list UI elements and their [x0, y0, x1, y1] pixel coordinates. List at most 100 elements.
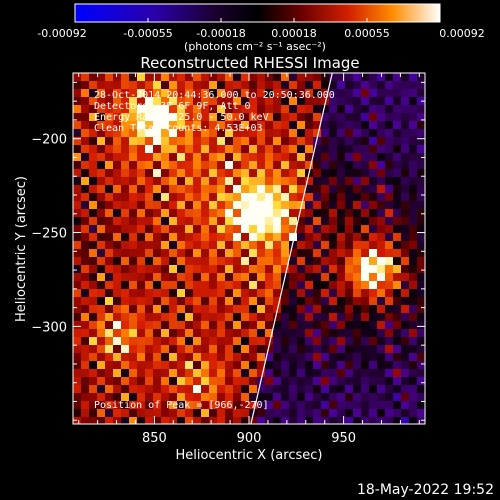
heatmap-cell — [81, 257, 90, 266]
heatmap-cell — [361, 97, 370, 106]
heatmap-cell — [193, 337, 202, 346]
heatmap-cell — [121, 401, 130, 410]
heatmap-cell — [393, 73, 402, 82]
heatmap-cell — [137, 321, 146, 330]
heatmap-cell — [273, 169, 282, 178]
heatmap-cell — [289, 145, 298, 154]
heatmap-cell — [73, 185, 82, 194]
heatmap-cell — [249, 257, 258, 266]
heatmap-cell — [241, 129, 250, 138]
heatmap-cell — [201, 249, 210, 258]
heatmap-cell — [345, 217, 354, 226]
heatmap-cell — [393, 233, 402, 242]
heatmap-cell — [393, 257, 402, 266]
heatmap-cell — [393, 345, 402, 354]
heatmap-cell — [73, 265, 82, 274]
heatmap-cell — [193, 177, 202, 186]
heatmap-cell — [161, 233, 170, 242]
heatmap-cell — [329, 217, 338, 226]
heatmap-cell — [265, 217, 274, 226]
heatmap-cell — [177, 121, 186, 130]
heatmap-cell — [97, 225, 106, 234]
heatmap-cell — [161, 105, 170, 114]
heatmap-cell — [169, 217, 178, 226]
heatmap-cell — [289, 153, 298, 162]
heatmap-cell — [113, 201, 122, 210]
heatmap-cell — [321, 233, 330, 242]
heatmap-cell — [209, 89, 218, 98]
heatmap-cell — [73, 217, 82, 226]
heatmap-cell — [97, 169, 106, 178]
heatmap-cell — [417, 201, 425, 210]
heatmap-cell — [329, 257, 338, 266]
heatmap-cell — [137, 161, 146, 170]
heatmap-cell — [353, 329, 362, 338]
heatmap-cell — [73, 385, 82, 394]
heatmap-cell — [265, 241, 274, 250]
heatmap-cell — [329, 249, 338, 258]
heatmap-cell — [321, 313, 330, 322]
heatmap-cell — [321, 329, 330, 338]
heatmap-cell — [401, 265, 410, 274]
heatmap-cell — [113, 385, 122, 394]
heatmap-cell — [121, 257, 130, 266]
heatmap-cell — [233, 305, 242, 314]
heatmap-cell — [153, 353, 162, 362]
heatmap-cell — [225, 129, 234, 138]
heatmap-cell — [313, 225, 322, 234]
axis-tick-labels: 850 900 950−200−250−300 — [31, 133, 356, 446]
heatmap-cell — [281, 193, 290, 202]
heatmap-cell — [393, 321, 402, 330]
heatmap-cell — [369, 193, 378, 202]
x-tick-label: 900 — [237, 431, 262, 446]
heatmap-cell — [409, 369, 418, 378]
heatmap-cell — [305, 209, 314, 218]
heatmap-cell — [89, 81, 98, 90]
heatmap-cell — [113, 113, 122, 122]
heatmap-cell — [345, 225, 354, 234]
heatmap-cell — [209, 137, 218, 146]
heatmap-cell — [137, 345, 146, 354]
heatmap-cell — [193, 393, 202, 402]
heatmap-cell — [417, 177, 425, 186]
heatmap-cell — [417, 89, 425, 98]
heatmap-cell — [137, 385, 146, 394]
heatmap-cell — [105, 81, 114, 90]
heatmap-cell — [297, 217, 306, 226]
heatmap-cell — [97, 153, 106, 162]
heatmap-cell — [225, 137, 234, 146]
heatmap-cell — [81, 89, 90, 98]
heatmap-cell — [393, 249, 402, 258]
heatmap-cell — [121, 417, 130, 424]
heatmap-cell — [273, 321, 282, 330]
heatmap-cell — [329, 233, 338, 242]
heatmap-cell — [353, 217, 362, 226]
heatmap-cell — [121, 81, 130, 90]
heatmap-cell — [233, 129, 242, 138]
heatmap-cell — [153, 201, 162, 210]
heatmap-cell — [281, 201, 290, 210]
heatmap-cell — [289, 313, 298, 322]
heatmap-cell — [353, 345, 362, 354]
heatmap-cell — [281, 385, 290, 394]
heatmap-cell — [153, 129, 162, 138]
heatmap-cell — [241, 249, 250, 258]
heatmap-cell — [81, 153, 90, 162]
heatmap-cell — [313, 105, 322, 114]
heatmap-cell — [113, 321, 122, 330]
heatmap-cell — [361, 329, 370, 338]
colorbar-unit-label: (photons cm⁻² s⁻¹ asec⁻²) — [184, 40, 326, 53]
heatmap-cell — [273, 209, 282, 218]
heatmap-cell — [161, 185, 170, 194]
heatmap-cell — [313, 81, 322, 90]
heatmap-cell — [113, 265, 122, 274]
heatmap-cell — [169, 281, 178, 290]
heatmap-cell — [273, 161, 282, 170]
heatmap-cell — [97, 321, 106, 330]
heatmap-cell — [257, 361, 266, 370]
heatmap-cell — [345, 241, 354, 250]
heatmap-cell — [385, 265, 394, 274]
heatmap-cell — [121, 177, 130, 186]
heatmap-cell — [217, 369, 226, 378]
heatmap-cell — [361, 113, 370, 122]
